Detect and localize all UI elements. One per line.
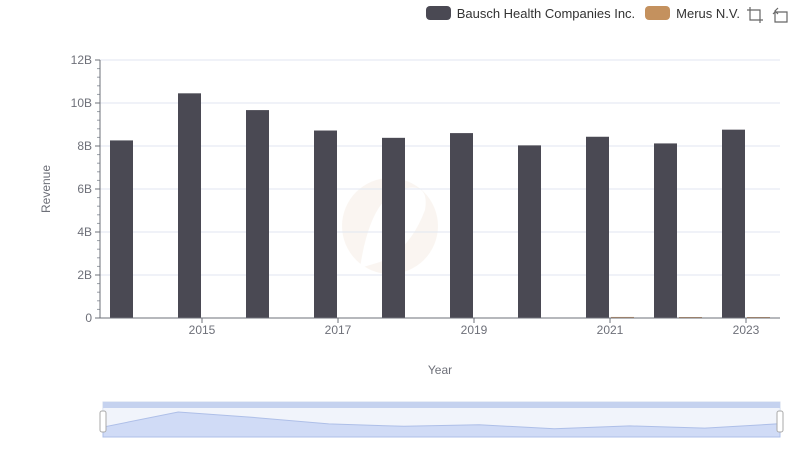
bars-layer [110,93,770,318]
legend-item-bausch[interactable]: Bausch Health Companies Inc. [425,5,636,21]
y-tick-label: 0 [85,311,92,325]
x-tick-label: 2023 [733,323,760,337]
zoom-icon[interactable] [746,6,764,24]
data-zoom-slider[interactable] [99,401,784,438]
bar-bausch-2018[interactable] [382,137,405,318]
legend-swatch-bausch [425,6,451,20]
y-tick-label: 2B [77,268,92,282]
chart-toolbox [746,6,790,24]
bar-bausch-2020[interactable] [518,145,541,318]
bar-bausch-2023[interactable] [722,129,745,318]
legend-item-merus[interactable]: Merus N.V. [645,6,740,21]
zoom-reset-icon[interactable] [772,6,790,24]
x-axis-title: Year [428,363,452,377]
legend-swatch-merus [645,6,671,20]
bar-bausch-2017[interactable] [314,130,337,318]
legend-label-bausch: Bausch Health Companies Inc. [456,5,636,21]
axes-layer: 0 2B 4B 6B 8B 10B 12B 2015 2017 2019 2021 2023 [71,53,780,337]
x-tick-label: 2015 [189,323,216,337]
y-tick-label: 6B [77,182,92,196]
y-axis-title: Revenue [39,165,53,213]
y-tick-label: 8B [77,139,92,153]
bar-bausch-2022[interactable] [654,143,677,318]
chart-legend: Bausch Health Companies Inc. Merus N.V. [425,4,740,22]
data-zoom-handle-left[interactable] [99,410,107,433]
bar-bausch-2015[interactable] [178,93,201,318]
y-grid [100,59,780,276]
x-tick-label: 2019 [461,323,488,337]
data-zoom-handle-right[interactable] [776,410,784,433]
bar-bausch-2021[interactable] [586,136,609,318]
x-tick-label: 2021 [597,323,624,337]
legend-label-merus: Merus N.V. [676,5,740,21]
bar-merus-2021[interactable] [611,316,634,318]
bar-bausch-2019[interactable] [450,133,473,318]
y-tick-label: 12B [71,53,92,67]
x-tick-label: 2017 [325,323,352,337]
data-zoom-move-bar[interactable] [103,402,780,408]
y-tick-label: 10B [71,96,92,110]
bar-bausch-2016[interactable] [246,110,269,318]
y-tick-label: 4B [77,225,92,239]
bar-bausch-2014[interactable] [110,140,133,318]
